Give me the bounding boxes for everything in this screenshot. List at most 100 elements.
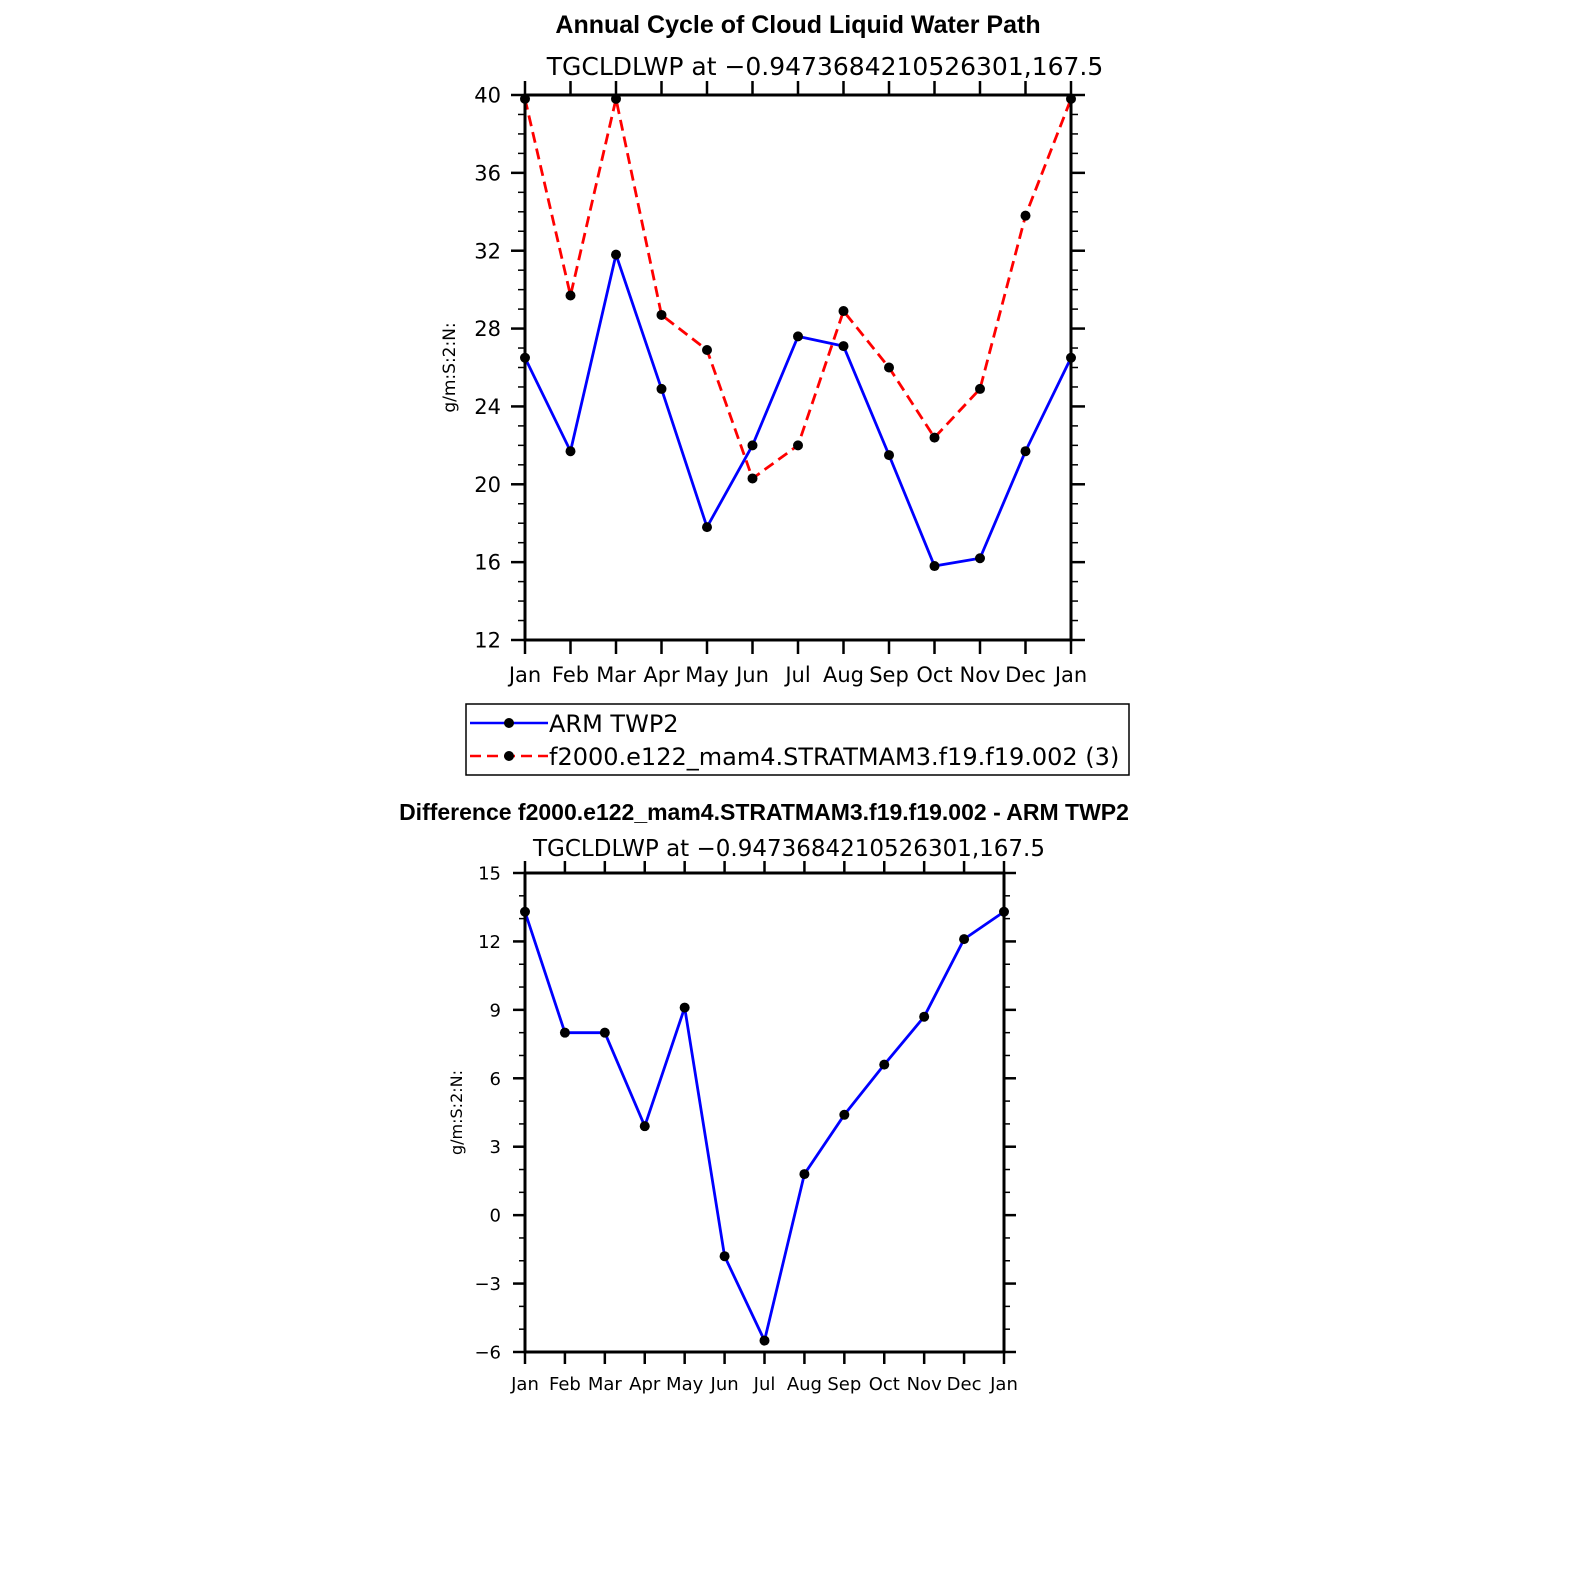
series-line-0 [523,253,1073,568]
difference-chart: Difference f2000.e122_mam4.STRATMAM3.f19… [399,799,1129,1395]
x-tick-label: Oct [916,663,952,687]
data-point [799,1169,810,1180]
y-tick-labels: −6 −3 0 3 6 9 12 15 [474,863,501,1363]
y-tick-label: 36 [474,161,501,185]
x-tick-label: Nov [907,1374,942,1395]
data-point [793,440,803,451]
data-point [929,432,940,443]
plot-frame [523,871,1006,1354]
x-tick-label: Jan [1053,663,1087,687]
data-point [838,341,849,352]
data-point [611,249,621,260]
data-point [838,306,849,317]
y-tick-label: 9 [490,1000,501,1021]
x-tick-label: Feb [552,663,589,687]
legend-marker-model [504,751,514,761]
data-point [702,344,712,355]
series-line-0 [523,910,1005,1342]
x-tick-label: Nov [960,663,1001,687]
data-point [929,561,940,572]
data-point [599,1027,610,1038]
x-tick-label: Aug [787,1374,822,1395]
y-tick-label: −3 [474,1274,501,1295]
data-point [565,446,576,457]
data-point [747,440,758,451]
data-point [959,934,970,945]
x-tick-label: Apr [629,1374,661,1395]
y-tick-label: 12 [478,932,501,953]
y-tick-label: 16 [474,551,501,575]
x-tick-label: May [685,663,728,687]
data-point [719,1251,730,1262]
x-tick-label: Jan [507,663,541,687]
data-point [656,383,667,394]
data-point [975,383,985,394]
data-point [919,1011,930,1022]
chart-subtitle: TGCLDLWP at −0.9473684210526301,167.5 [532,836,1045,862]
x-tick-label: Jan [989,1374,1018,1395]
y-tick-labels: 12 16 20 24 28 32 36 40 [474,84,501,653]
data-point [559,1027,570,1038]
x-tick-label: Dec [1005,663,1046,687]
x-tick-label: Jul [783,663,810,687]
x-tick-label: Aug [823,663,864,687]
y-tick-label: −6 [474,1342,501,1363]
y-tick-label: 28 [474,317,501,341]
y-tick-label: 40 [474,84,501,108]
y-tick-label: 32 [474,239,501,263]
ticks [513,861,1016,1364]
legend-box [465,703,1130,776]
data-point [1020,210,1031,221]
legend-item-model: f2000.e122_mam4.STRATMAM3.f19.f19.002 (3… [470,743,1119,771]
x-tick-label: Mar [588,1374,623,1395]
series-markers [520,906,1009,1346]
x-tick-label: Feb [549,1374,581,1395]
y-tick-label: 20 [474,473,501,497]
x-tick-label: Apr [643,663,680,687]
x-tick-label: Jan [510,1374,539,1395]
plot-frame [523,93,1073,642]
y-tick-label: 6 [490,1069,501,1090]
y-tick-label: 0 [490,1206,501,1227]
y-tick-label: 3 [490,1137,501,1158]
y-axis-label: g/m:S:2:N: [447,1070,466,1155]
data-point [679,1002,690,1013]
x-tick-label: May [666,1374,704,1395]
annual-cycle-chart: Annual Cycle of Cloud Liquid Water Path … [440,11,1130,776]
y-tick-label: 15 [478,863,501,884]
x-tick-label: Oct [869,1374,900,1395]
legend-marker-obs [504,718,514,728]
data-point [884,362,894,373]
data-point [884,450,894,461]
data-point [639,1121,650,1132]
data-point [702,522,712,533]
legend-item-obs: ARM TWP2 [470,710,679,738]
chart-title: Annual Cycle of Cloud Liquid Water Path [555,11,1040,39]
x-tick-label: Jul [753,1374,776,1395]
x-tick-label: Sep [869,663,909,687]
x-tick-label: Mar [596,663,636,687]
chart-title: Difference f2000.e122_mam4.STRATMAM3.f19… [399,799,1129,825]
data-point [759,1335,770,1346]
x-tick-label: Dec [947,1374,982,1395]
data-point [656,309,667,320]
legend: ARM TWP2 f2000.e122_mam4.STRATMAM3.f19.f… [465,703,1130,776]
chart-subtitle: TGCLDLWP at −0.9473684210526301,167.5 [546,52,1104,81]
y-axis-label: g/m:S:2:N: [440,322,460,412]
data-point [565,290,576,301]
data-point [879,1059,890,1070]
data-point [839,1109,850,1120]
y-tick-label: 12 [474,629,501,653]
data-point [1020,446,1031,457]
data-point [747,473,758,484]
series-markers [520,93,1076,572]
legend-label-model: f2000.e122_mam4.STRATMAM3.f19.f19.002 (3… [549,743,1119,771]
series-lines [523,910,1005,1342]
data-point [793,331,803,342]
x-tick-labels: Jan Feb Mar Apr May Jun Jul Aug Sep Oct Nov Dec Jan [507,663,1087,687]
x-tick-labels: Jan Feb Mar Apr May Jun Jul Aug Sep Oct Nov Dec Jan [510,1374,1018,1395]
y-tick-label: 24 [474,395,501,419]
data-point [975,553,985,564]
x-tick-label: Sep [827,1374,861,1395]
